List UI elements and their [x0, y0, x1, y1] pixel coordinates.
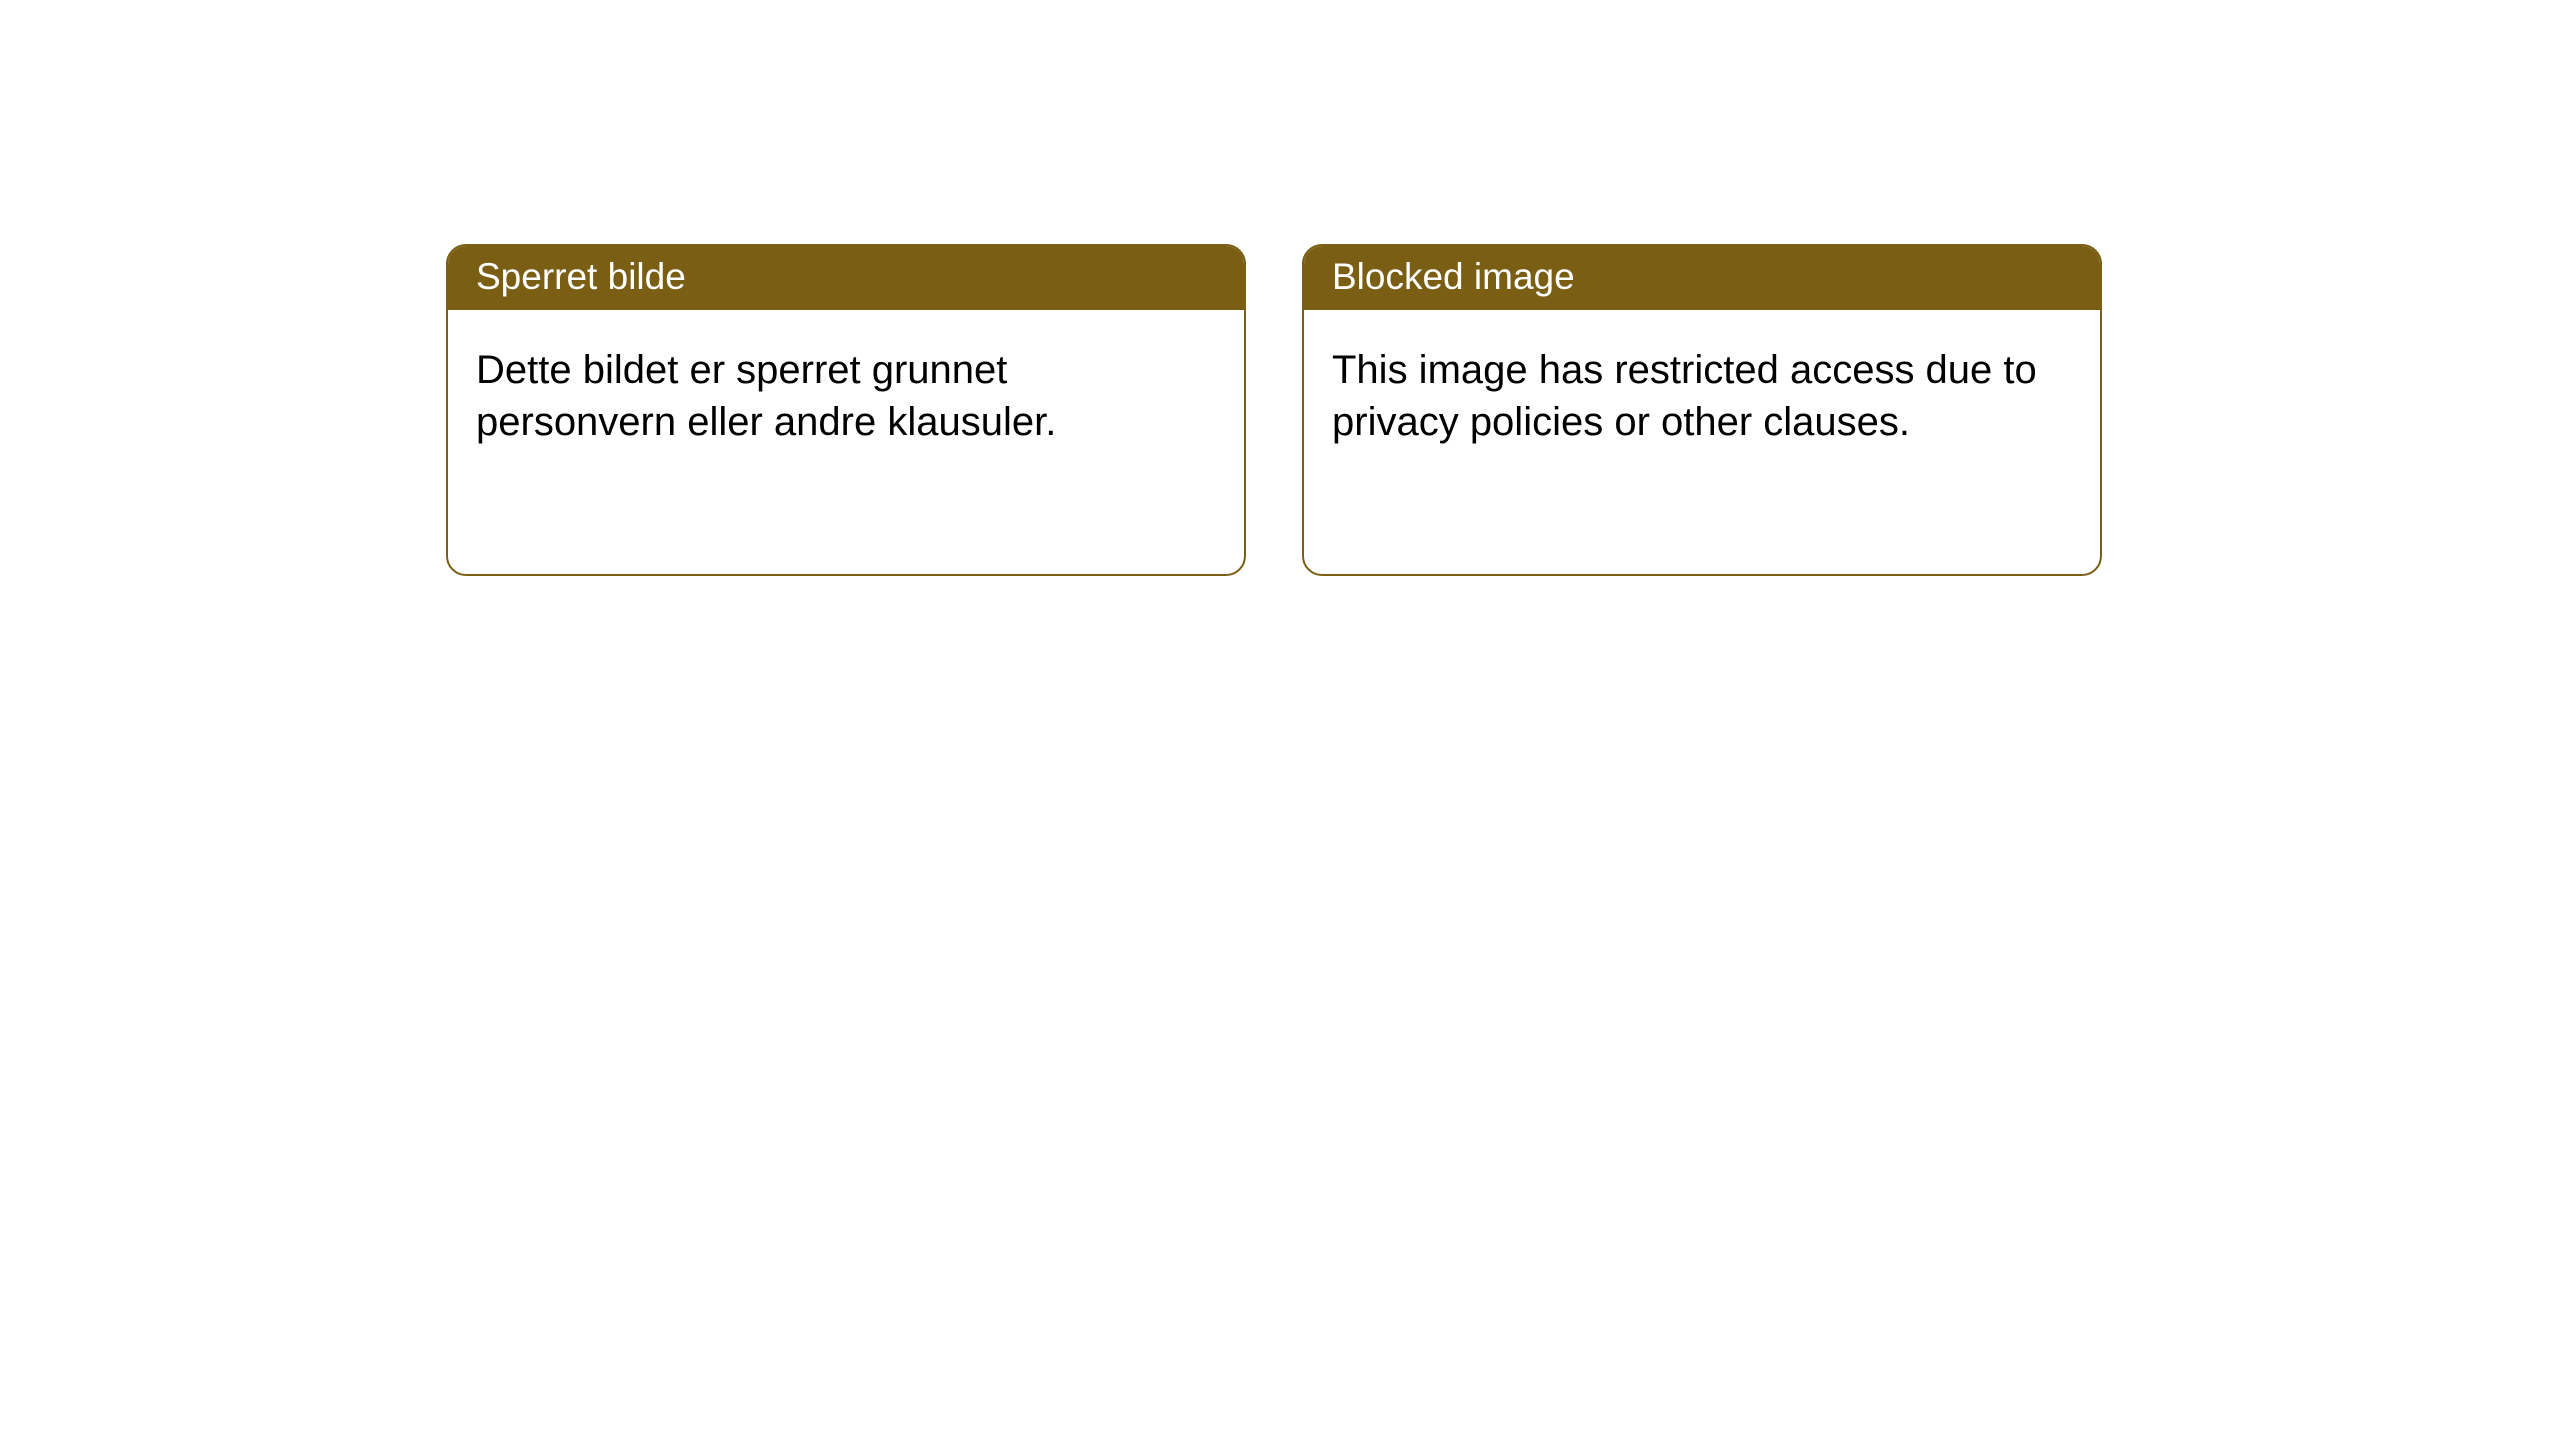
card-header: Sperret bilde — [448, 246, 1244, 310]
card-title: Blocked image — [1332, 256, 1575, 297]
card-body: This image has restricted access due to … — [1304, 310, 2100, 476]
notice-card-norwegian: Sperret bilde Dette bildet er sperret gr… — [446, 244, 1246, 576]
card-title: Sperret bilde — [476, 256, 686, 297]
card-header: Blocked image — [1304, 246, 2100, 310]
notice-container: Sperret bilde Dette bildet er sperret gr… — [0, 0, 2560, 576]
card-body: Dette bildet er sperret grunnet personve… — [448, 310, 1244, 476]
notice-card-english: Blocked image This image has restricted … — [1302, 244, 2102, 576]
card-message: This image has restricted access due to … — [1332, 348, 2037, 444]
card-message: Dette bildet er sperret grunnet personve… — [476, 348, 1056, 444]
